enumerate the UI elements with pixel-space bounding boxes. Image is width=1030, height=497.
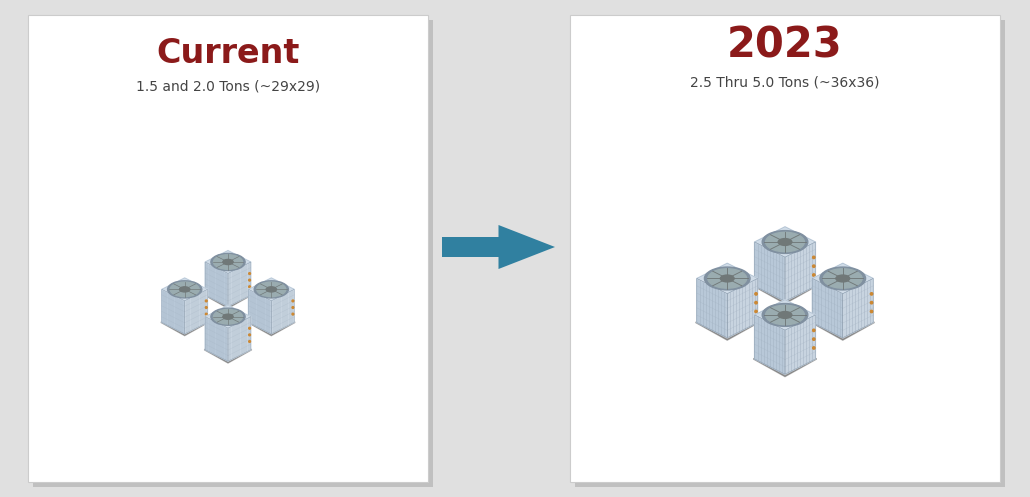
- Ellipse shape: [256, 282, 286, 297]
- Polygon shape: [204, 282, 251, 308]
- Circle shape: [870, 302, 872, 304]
- Circle shape: [248, 279, 250, 281]
- Ellipse shape: [266, 287, 276, 292]
- Polygon shape: [205, 262, 228, 306]
- Polygon shape: [162, 278, 207, 301]
- Polygon shape: [813, 263, 873, 294]
- Polygon shape: [204, 336, 251, 363]
- Circle shape: [870, 310, 872, 313]
- Ellipse shape: [168, 281, 202, 298]
- Polygon shape: [271, 289, 295, 334]
- Circle shape: [870, 293, 872, 295]
- Circle shape: [813, 274, 815, 276]
- Circle shape: [205, 313, 207, 315]
- Circle shape: [205, 300, 207, 302]
- Circle shape: [755, 293, 757, 295]
- Ellipse shape: [762, 231, 808, 253]
- Ellipse shape: [254, 281, 288, 298]
- Circle shape: [293, 300, 294, 302]
- Ellipse shape: [836, 275, 850, 282]
- Ellipse shape: [222, 314, 233, 319]
- Ellipse shape: [765, 305, 804, 325]
- Polygon shape: [755, 315, 785, 374]
- Polygon shape: [205, 305, 250, 328]
- Polygon shape: [205, 250, 250, 273]
- Polygon shape: [161, 309, 208, 335]
- Circle shape: [248, 273, 250, 274]
- Polygon shape: [162, 289, 184, 334]
- Circle shape: [755, 310, 757, 313]
- Polygon shape: [697, 263, 758, 294]
- Ellipse shape: [211, 308, 245, 325]
- Polygon shape: [727, 278, 758, 337]
- Circle shape: [293, 307, 294, 309]
- Polygon shape: [697, 278, 727, 337]
- Circle shape: [248, 340, 250, 342]
- Circle shape: [813, 256, 815, 258]
- Ellipse shape: [823, 269, 862, 288]
- Ellipse shape: [222, 259, 233, 264]
- Polygon shape: [695, 305, 759, 340]
- Polygon shape: [755, 227, 816, 257]
- Ellipse shape: [762, 304, 808, 327]
- Polygon shape: [755, 242, 785, 301]
- Circle shape: [248, 286, 250, 288]
- Ellipse shape: [179, 287, 190, 292]
- FancyBboxPatch shape: [28, 15, 428, 482]
- Text: 2.5 Thru 5.0 Tons (~36x36): 2.5 Thru 5.0 Tons (~36x36): [690, 75, 880, 89]
- Circle shape: [813, 265, 815, 267]
- Ellipse shape: [211, 253, 245, 270]
- Circle shape: [813, 329, 815, 331]
- Polygon shape: [228, 262, 250, 306]
- Polygon shape: [785, 315, 816, 374]
- Polygon shape: [785, 242, 816, 301]
- Ellipse shape: [765, 232, 804, 251]
- Text: Current: Current: [157, 37, 300, 70]
- Ellipse shape: [705, 267, 750, 290]
- Ellipse shape: [720, 275, 734, 282]
- Ellipse shape: [170, 282, 199, 297]
- Polygon shape: [184, 289, 207, 334]
- Circle shape: [248, 328, 250, 329]
- Circle shape: [813, 338, 815, 340]
- Polygon shape: [755, 300, 816, 330]
- Polygon shape: [812, 305, 874, 340]
- Circle shape: [248, 334, 250, 336]
- Circle shape: [813, 347, 815, 349]
- FancyBboxPatch shape: [575, 20, 1005, 487]
- Polygon shape: [442, 225, 555, 269]
- Circle shape: [293, 313, 294, 315]
- Circle shape: [205, 307, 207, 309]
- Polygon shape: [753, 268, 817, 304]
- Polygon shape: [813, 278, 843, 337]
- Ellipse shape: [708, 269, 747, 288]
- Ellipse shape: [778, 239, 792, 246]
- Ellipse shape: [213, 255, 242, 269]
- Polygon shape: [248, 278, 295, 301]
- Circle shape: [755, 302, 757, 304]
- Polygon shape: [228, 317, 250, 361]
- FancyBboxPatch shape: [33, 20, 433, 487]
- Polygon shape: [247, 309, 295, 335]
- Ellipse shape: [213, 310, 242, 324]
- Polygon shape: [843, 278, 873, 337]
- Polygon shape: [205, 317, 228, 361]
- Polygon shape: [753, 341, 817, 377]
- Ellipse shape: [820, 267, 865, 290]
- Polygon shape: [248, 289, 271, 334]
- Ellipse shape: [778, 312, 792, 319]
- Text: 2023: 2023: [727, 25, 843, 67]
- Text: 1.5 and 2.0 Tons (~29x29): 1.5 and 2.0 Tons (~29x29): [136, 79, 320, 93]
- FancyBboxPatch shape: [570, 15, 1000, 482]
